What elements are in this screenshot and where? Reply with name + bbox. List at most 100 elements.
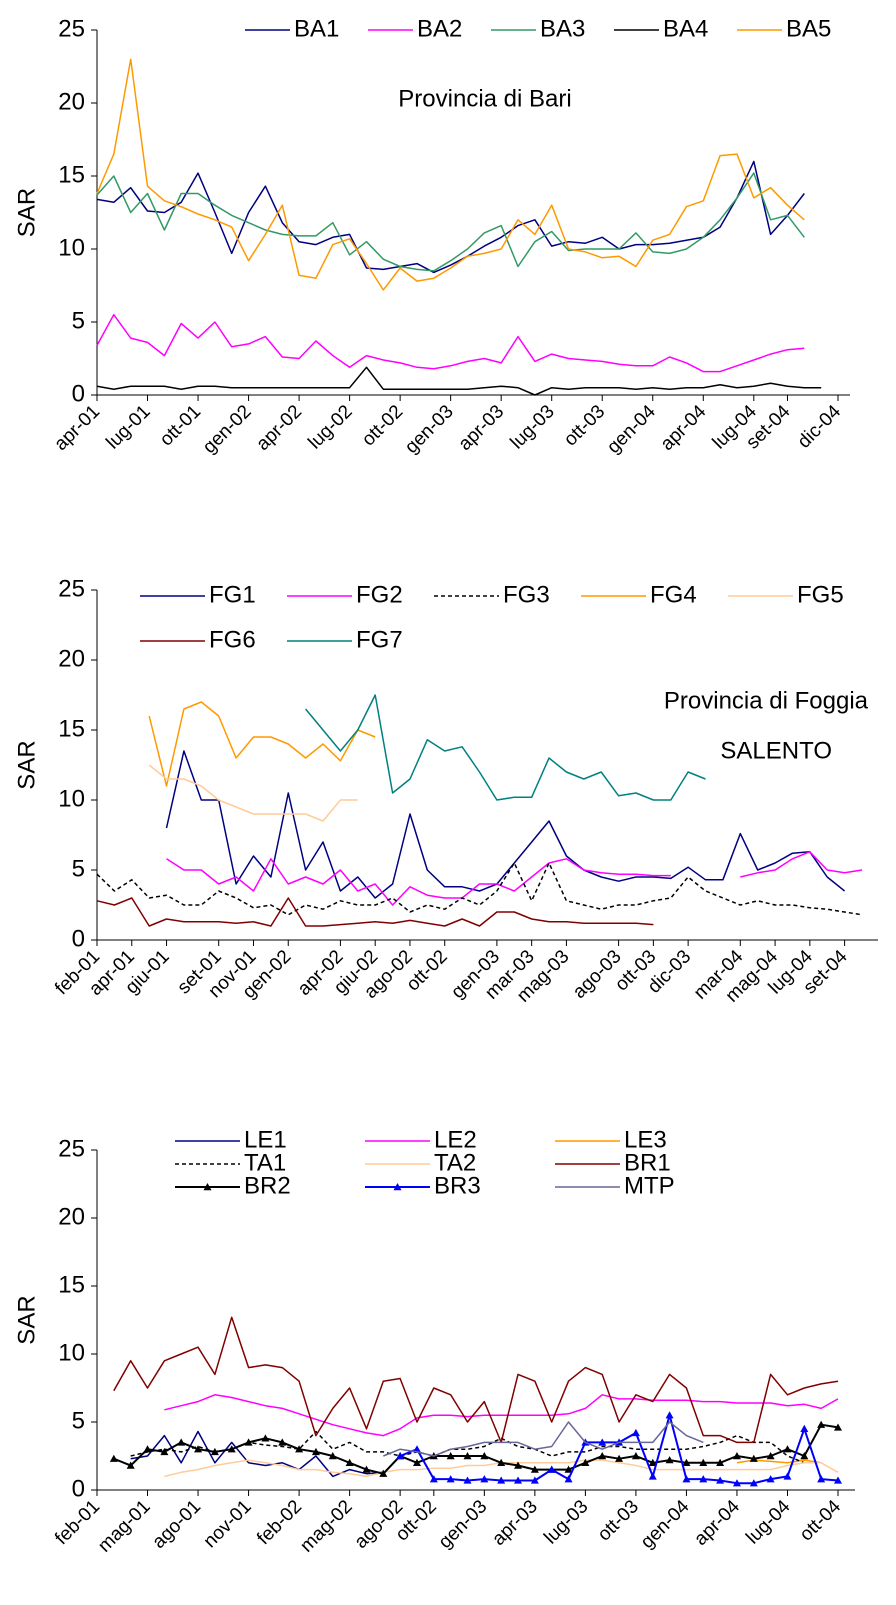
series-marker bbox=[665, 1456, 674, 1464]
legend-label: FG3 bbox=[503, 581, 550, 608]
x-tick-label: ott-02 bbox=[403, 946, 452, 995]
series-line bbox=[96, 897, 654, 927]
series-line bbox=[164, 1394, 839, 1437]
series-marker bbox=[682, 1458, 691, 1466]
series-marker bbox=[480, 1452, 489, 1460]
series-marker bbox=[446, 1452, 455, 1460]
legend-label: FG6 bbox=[209, 626, 256, 653]
x-tick-label: dic-04 bbox=[794, 401, 846, 453]
legend-marker bbox=[203, 1183, 212, 1191]
series-marker bbox=[412, 1445, 421, 1453]
series-marker bbox=[648, 1458, 657, 1466]
series-marker bbox=[716, 1476, 725, 1484]
series-marker bbox=[732, 1452, 741, 1460]
series-marker bbox=[463, 1476, 472, 1484]
x-tick-label: apr-03 bbox=[488, 1496, 542, 1550]
x-tick-label: mag-02 bbox=[296, 1496, 356, 1556]
x-tick-label: ago-01 bbox=[148, 1496, 205, 1553]
series-marker bbox=[480, 1475, 489, 1483]
legend-label: BA1 bbox=[294, 15, 339, 42]
series-line bbox=[383, 1421, 704, 1457]
series-marker bbox=[497, 1458, 506, 1466]
y-tick-label: 15 bbox=[58, 1271, 85, 1298]
y-tick-label: 25 bbox=[58, 15, 85, 42]
series-line bbox=[165, 750, 846, 899]
y-axis-label: SAR bbox=[13, 188, 40, 237]
y-tick-label: 25 bbox=[58, 1135, 85, 1162]
series-marker bbox=[396, 1452, 405, 1460]
series-marker bbox=[732, 1479, 741, 1487]
series-marker bbox=[210, 1447, 219, 1456]
legend-label: BR3 bbox=[434, 1172, 481, 1199]
legend-label: BA4 bbox=[663, 15, 708, 42]
series-marker bbox=[463, 1452, 472, 1460]
series-marker bbox=[766, 1452, 775, 1460]
x-tick-label: apr-03 bbox=[455, 401, 509, 455]
series-marker bbox=[783, 1472, 792, 1480]
series-marker bbox=[834, 1476, 842, 1484]
legend-label: LE2 bbox=[434, 1126, 477, 1153]
series-marker bbox=[160, 1447, 169, 1456]
y-tick-label: 20 bbox=[58, 88, 85, 115]
series-marker bbox=[834, 1423, 842, 1431]
x-tick-label: gen-03 bbox=[401, 401, 458, 458]
legend-label: BR2 bbox=[244, 1172, 291, 1199]
series-marker bbox=[783, 1445, 792, 1453]
series-line bbox=[96, 862, 863, 916]
series-marker bbox=[648, 1472, 657, 1480]
x-tick-label: ott-04 bbox=[796, 1496, 846, 1546]
series-marker bbox=[295, 1445, 304, 1453]
series-marker bbox=[244, 1438, 253, 1446]
series-line bbox=[96, 313, 805, 373]
series-marker bbox=[749, 1454, 758, 1462]
series-marker bbox=[631, 1452, 640, 1460]
series-marker bbox=[598, 1452, 607, 1460]
x-tick-label: apr-02 bbox=[252, 401, 306, 455]
series-marker bbox=[665, 1411, 674, 1419]
series-marker bbox=[446, 1475, 455, 1483]
series-marker bbox=[379, 1469, 388, 1477]
x-tick-label: lug-01 bbox=[102, 401, 154, 453]
annotation: Provincia di Foggia bbox=[664, 687, 869, 714]
legend-label: FG1 bbox=[209, 581, 256, 608]
legend-label: BR1 bbox=[624, 1149, 671, 1176]
y-tick-label: 5 bbox=[72, 855, 85, 882]
legend-label: LE1 bbox=[244, 1126, 287, 1153]
y-tick-label: 20 bbox=[58, 645, 85, 672]
legend-label: FG5 bbox=[797, 581, 844, 608]
y-tick-label: 15 bbox=[58, 161, 85, 188]
series-marker bbox=[615, 1454, 624, 1462]
legend-label: TA1 bbox=[244, 1149, 286, 1176]
x-tick-label: apr-04 bbox=[690, 1496, 744, 1550]
legend-label: FG7 bbox=[356, 626, 403, 653]
series-marker bbox=[699, 1475, 708, 1483]
series-marker bbox=[261, 1434, 270, 1442]
series-marker bbox=[564, 1475, 573, 1483]
y-tick-label: 10 bbox=[58, 1339, 85, 1366]
series-marker bbox=[800, 1452, 809, 1460]
x-tick-label: apr-01 bbox=[50, 401, 104, 455]
series-line bbox=[166, 851, 863, 906]
x-tick-label: gen-02 bbox=[199, 401, 256, 458]
series-marker bbox=[109, 1454, 118, 1462]
series-line bbox=[96, 366, 822, 396]
series-marker bbox=[564, 1465, 573, 1473]
series-marker bbox=[716, 1458, 725, 1466]
series-marker bbox=[682, 1475, 691, 1483]
series-marker bbox=[530, 1476, 539, 1484]
x-tick-label: lug-03 bbox=[507, 401, 559, 453]
series-marker bbox=[227, 1445, 236, 1453]
series-marker bbox=[699, 1458, 708, 1466]
x-tick-label: lug-03 bbox=[540, 1496, 592, 1548]
y-tick-label: 5 bbox=[72, 307, 85, 334]
series-marker bbox=[514, 1461, 523, 1469]
y-tick-label: 10 bbox=[58, 785, 85, 812]
y-tick-label: 0 bbox=[72, 1475, 85, 1502]
series-marker bbox=[143, 1445, 152, 1453]
series-marker bbox=[547, 1465, 556, 1473]
legend-marker bbox=[393, 1183, 402, 1191]
series-marker bbox=[497, 1476, 506, 1484]
y-tick-label: 10 bbox=[58, 234, 85, 261]
